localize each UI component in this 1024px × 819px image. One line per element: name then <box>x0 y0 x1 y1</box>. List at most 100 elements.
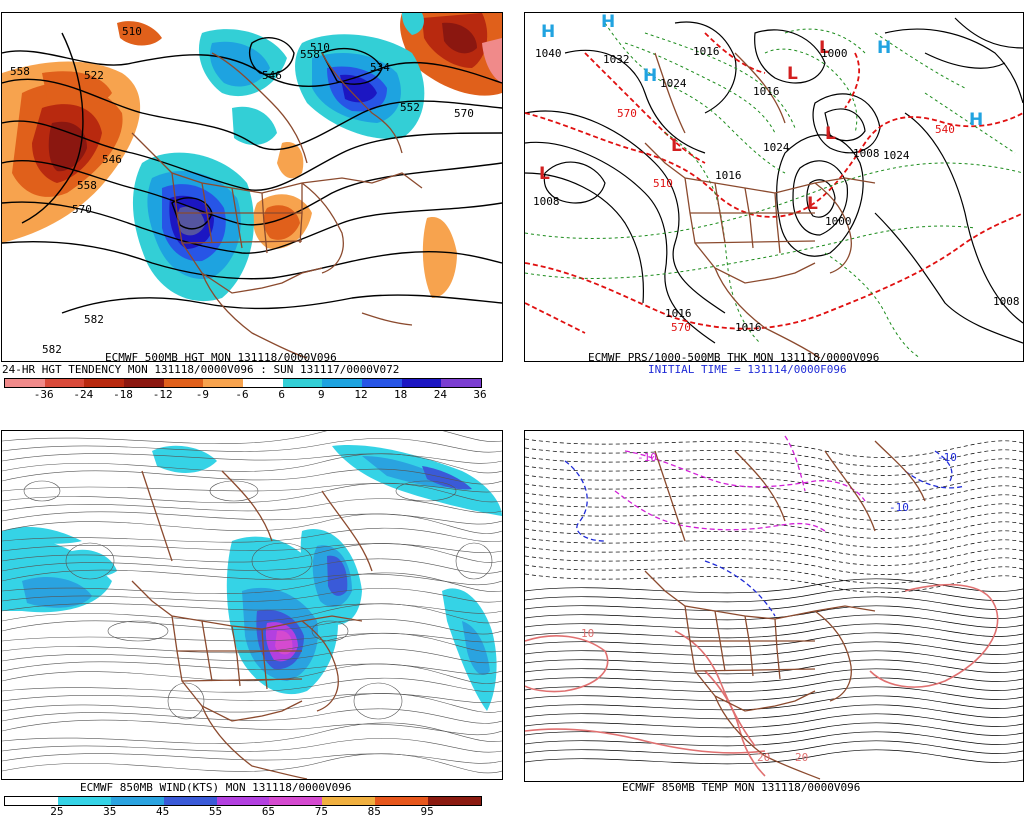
legend-swatch <box>57 797 111 805</box>
isotherm-cold <box>525 483 1023 503</box>
streamline <box>2 661 502 675</box>
legend-tick-label: 45 <box>156 805 170 818</box>
panel-850mb-temp: -10 -10 -10 10 20 20 ECMWF 850MB TEMP MO… <box>514 420 1024 819</box>
panel-500mb-height: 558 522 546 558 570 510 534 552 570 582 … <box>0 0 510 410</box>
contour-label: 558 <box>77 179 97 192</box>
streamline <box>2 482 502 504</box>
streamline <box>2 543 502 553</box>
legend-swatch <box>163 379 204 387</box>
legend-tick-label: -12 <box>152 388 173 401</box>
caption-initial-time: INITIAL TIME = 131114/0000F096 <box>648 363 847 376</box>
streamline <box>2 527 502 543</box>
legend-swatch <box>441 379 481 387</box>
legend-swatch <box>163 797 217 805</box>
streamline <box>2 558 502 574</box>
isotherm-warm <box>525 677 1023 693</box>
isotherm-cold <box>525 501 1023 521</box>
caption-tendency: 24-HR HGT TENDENCY MON 131118/0000V096 :… <box>2 363 400 376</box>
contour-label: 570 <box>454 107 474 120</box>
isotherm-cold <box>525 537 1023 557</box>
contour-label: 1016 <box>665 307 692 320</box>
contour-label: 1000 <box>825 215 852 228</box>
streamline <box>2 572 502 594</box>
contour-label: 534 <box>370 61 390 74</box>
legend-wind-labels: 25 35 45 55 65 75 85 95 <box>4 806 480 818</box>
isotherm-warm <box>525 650 1023 666</box>
isotherm-warm <box>525 749 1023 765</box>
isotherm-warm <box>525 632 1023 648</box>
streamline <box>2 719 502 736</box>
streamline <box>2 753 502 774</box>
streamline <box>2 738 502 753</box>
streamline-eddy <box>107 620 169 642</box>
contour-label: 510 <box>122 25 142 38</box>
streamline <box>2 663 502 684</box>
legend-tendency <box>4 378 482 388</box>
isotherm-warm <box>525 623 1023 639</box>
legend-swatch <box>361 379 402 387</box>
legend-swatch <box>203 379 243 387</box>
legend-tick-label: 24 <box>433 388 447 401</box>
legend-wind <box>4 796 482 806</box>
streamline <box>2 483 502 493</box>
legend-swatch <box>110 797 164 805</box>
contour-label: 1024 <box>763 141 790 154</box>
streamline <box>2 753 502 764</box>
streamline-eddy <box>455 542 493 580</box>
map-500mb-height: 558 522 546 558 570 510 534 552 570 582 … <box>1 12 503 362</box>
isotherm-cold <box>525 573 1023 593</box>
isotherm-warm <box>525 722 1023 738</box>
high-pressure-center: H <box>643 66 657 86</box>
isotherm-label: 20 <box>795 751 808 764</box>
legend-tick-label: -36 <box>33 388 54 401</box>
legend-tick-label: 36 <box>473 388 487 401</box>
streamline <box>2 677 502 693</box>
isotherm-cold <box>525 519 1023 539</box>
streamline <box>2 438 502 453</box>
legend-tick-label: 12 <box>354 388 368 401</box>
legend-swatch <box>5 797 58 805</box>
legend-tick-label: 6 <box>278 388 285 401</box>
map-850mb-wind <box>1 430 503 780</box>
high-pressure-center: H <box>969 110 983 130</box>
isotherm-label: -10 <box>937 451 957 464</box>
map-850mb-temp: -10 -10 -10 10 20 20 <box>524 430 1024 782</box>
contour-label: 570 <box>72 203 92 216</box>
isotherm-cold <box>525 474 1023 494</box>
legend-swatch <box>123 379 164 387</box>
legend-swatch <box>269 797 323 805</box>
isotherm-warm <box>525 605 1023 621</box>
streamline <box>2 569 502 586</box>
isotherm-warm <box>525 587 1023 603</box>
streamline <box>2 453 502 474</box>
thickness-label: 540 <box>935 123 955 136</box>
contour-label: 1008 <box>993 295 1020 308</box>
legend-swatch <box>428 797 481 805</box>
legend-tick-label: -9 <box>195 388 209 401</box>
isotherm-warm <box>525 686 1023 702</box>
caption-pressure-thickness: ECMWF PRS/1000-500MB THK MON 131118/0000… <box>588 351 880 364</box>
legend-tendency-labels: -36 -24 -18 -12 -9 -6 6 9 12 18 24 36 <box>4 388 487 401</box>
isotherm-label: -10 <box>637 451 657 464</box>
isotherm-label: -10 <box>889 501 909 514</box>
thickness-label: 570 <box>617 107 637 120</box>
contour-label: 1016 <box>693 45 720 58</box>
isotherm-cold <box>525 438 1023 458</box>
streamline <box>2 453 502 464</box>
isotherm-warm <box>525 713 1023 729</box>
contour-label: 546 <box>102 153 122 166</box>
map-pressure-thickness: H H H H H L L L L L L 1040 1032 1024 101… <box>524 12 1024 362</box>
low-pressure-center: L <box>825 124 836 144</box>
isotherm-cold <box>525 564 1023 584</box>
legend-tick-label: 9 <box>318 388 325 401</box>
streamline <box>2 513 502 534</box>
legend-swatch <box>401 379 442 387</box>
streamline <box>2 648 502 664</box>
contour-label: 558 <box>10 65 30 78</box>
low-pressure-center: L <box>807 194 818 214</box>
contour-label: 552 <box>400 101 420 114</box>
isotherm-warm <box>525 596 1023 612</box>
low-pressure-center: L <box>787 64 798 84</box>
legend-tick-label: 25 <box>50 805 64 818</box>
isotherm-warm <box>525 578 1023 594</box>
